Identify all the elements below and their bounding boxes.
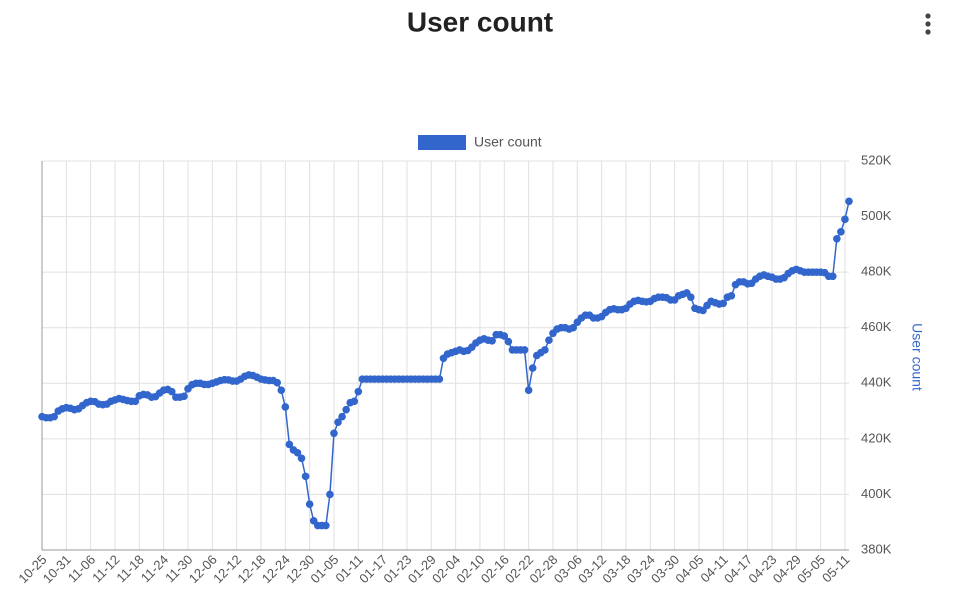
data-point <box>277 386 286 395</box>
data-point <box>167 387 176 396</box>
data-point <box>281 403 290 411</box>
chart-title: User count <box>407 6 553 37</box>
data-point <box>500 332 509 340</box>
menu-dot <box>925 29 931 35</box>
data-point <box>524 386 533 395</box>
legend-swatch <box>418 135 466 150</box>
data-point <box>528 364 537 372</box>
data-point <box>687 293 695 301</box>
y-tick-label: 460K <box>861 319 892 334</box>
legend-label: User count <box>474 134 542 150</box>
x-tick-label: 10-31 <box>40 552 74 586</box>
y-tick-label: 440K <box>861 375 892 390</box>
data-point <box>833 235 841 243</box>
data-point <box>828 272 837 281</box>
y-tick-label: 500K <box>861 208 892 223</box>
data-point <box>338 412 346 421</box>
data-point <box>334 418 342 426</box>
data-point <box>322 521 330 530</box>
x-tick-label: 11-12 <box>89 552 122 585</box>
data-point <box>301 472 310 481</box>
line <box>41 201 850 527</box>
x-tick-label: 11-24 <box>138 552 171 585</box>
menu-button[interactable] <box>925 13 931 35</box>
x-tick-label: 01-05 <box>307 552 341 586</box>
data-point <box>504 337 513 346</box>
data-point <box>50 412 58 421</box>
data-point <box>845 197 853 206</box>
data-point <box>719 299 728 308</box>
data-point <box>545 336 553 345</box>
x-tick-label: 04-05 <box>672 552 706 586</box>
data-point <box>305 500 314 508</box>
data-point <box>354 387 363 396</box>
y-tick-label: 420K <box>861 430 892 445</box>
x-tick-label: 11-06 <box>65 552 98 585</box>
data-point <box>330 429 338 438</box>
data-point <box>435 375 444 383</box>
x-tick-label: 05-05 <box>794 552 828 586</box>
data-point <box>520 346 529 354</box>
data-point <box>727 291 736 300</box>
y-tick-label: 400K <box>861 486 892 501</box>
data-point <box>569 323 578 332</box>
data-point <box>273 378 282 387</box>
y-tick-label: 480K <box>861 264 892 279</box>
data-point <box>837 228 845 236</box>
data-point <box>350 397 359 406</box>
x-tick-label: 11-18 <box>113 552 146 585</box>
y-axis-title: User count <box>909 323 925 391</box>
y-tick-label: 380K <box>861 541 892 556</box>
data-point <box>342 405 350 414</box>
data-point <box>180 392 188 401</box>
data-point <box>326 490 334 499</box>
data-point <box>297 454 306 463</box>
data-point <box>285 440 294 449</box>
data-point <box>841 215 849 224</box>
data-point <box>541 346 549 354</box>
y-tick-label: 520K <box>861 152 892 167</box>
menu-dot <box>925 13 931 19</box>
menu-dot <box>925 21 931 27</box>
data-point <box>488 336 496 345</box>
data-point <box>131 397 140 406</box>
x-tick-label: 05-11 <box>819 552 852 585</box>
data-point <box>293 448 302 457</box>
